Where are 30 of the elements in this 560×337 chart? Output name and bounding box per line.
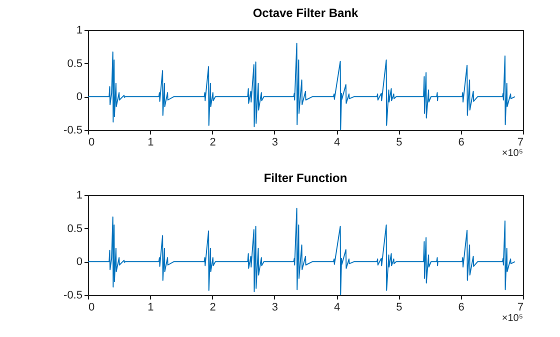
x-tick-label: 0 xyxy=(88,136,95,148)
text: ×10⁵ xyxy=(502,148,523,159)
x-tick-label: 7 xyxy=(517,136,524,148)
y-tick-label: -0.5 xyxy=(64,290,82,302)
x-tick-label: 2 xyxy=(210,302,216,314)
x-tick-label: 3 xyxy=(272,302,278,314)
y-tick-label: 0.5 xyxy=(67,222,82,235)
y-tick-label: -0.5 xyxy=(64,124,82,136)
chart-title: Filter Function xyxy=(264,171,348,185)
y-tick-label: 0.5 xyxy=(67,58,82,70)
x-tick-label: 6 xyxy=(458,302,464,314)
x-tick-label: 4 xyxy=(334,136,340,148)
x-tick-label: 0 xyxy=(88,302,95,314)
y-tick-label: 1 xyxy=(76,24,82,36)
x-tick-label: 6 xyxy=(458,136,464,148)
chart-title: Octave Filter Bank xyxy=(252,6,359,20)
x-tick-label: 5 xyxy=(396,136,402,148)
x-tick-label: 3 xyxy=(272,136,278,148)
y-tick-label: 1 xyxy=(76,190,82,202)
text: ×10⁵ xyxy=(502,313,523,324)
x-tick-label: 4 xyxy=(334,302,340,314)
x-tick-label: 1 xyxy=(148,136,154,148)
x-tick-label: 7 xyxy=(517,302,524,314)
line-series xyxy=(88,42,516,130)
x-tick-label: 2 xyxy=(210,136,216,148)
y-tick-label: 0 xyxy=(76,256,82,268)
x-tick-label: 5 xyxy=(396,302,402,314)
line-series xyxy=(88,208,516,295)
y-tick-label: 0 xyxy=(76,91,82,104)
x-tick-label: 1 xyxy=(148,302,154,314)
